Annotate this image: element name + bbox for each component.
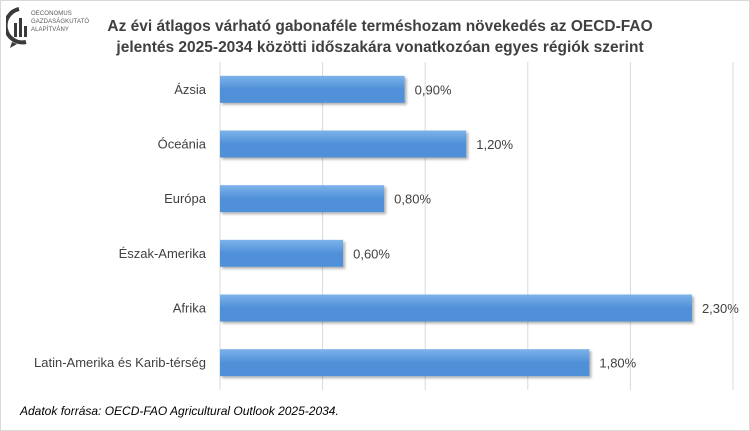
data-label: 2,30%	[702, 301, 739, 316]
oeconomus-logo-icon	[6, 7, 27, 48]
category-label: Afrika	[173, 301, 207, 316]
data-label: 1,20%	[476, 137, 513, 152]
bar	[220, 294, 692, 322]
chart-title-line: jelentés 2025-2034 közötti időszakára vo…	[116, 39, 644, 56]
bar	[220, 130, 467, 158]
category-label: Ázsia	[174, 82, 207, 97]
data-label: 0,80%	[394, 192, 431, 207]
chart-title: Az évi átlagos várható gabonaféle termés…	[95, 16, 665, 58]
bar	[220, 75, 405, 103]
logo-line: ALAPÍTVÁNY	[31, 27, 70, 33]
bar	[220, 349, 590, 377]
data-label: 1,80%	[599, 356, 636, 371]
logo-line: OECONOMUS	[31, 11, 72, 17]
organization-logo: OECONOMUS GAZDASÁGKUTATÓ ALAPÍTVÁNY	[6, 6, 96, 48]
data-label: 0,60%	[353, 246, 390, 261]
bar	[220, 239, 344, 267]
bar	[220, 185, 385, 213]
logo-line: GAZDASÁGKUTATÓ	[31, 19, 90, 25]
category-label: Európa	[164, 191, 207, 206]
data-label: 0,90%	[415, 82, 452, 97]
source-note: Adatok forrása: OECD-FAO Agricultural Ou…	[20, 404, 339, 418]
category-label: Óceánia	[158, 137, 207, 152]
category-label: Latin-Amerika és Karib-térség	[34, 355, 206, 370]
logo-text: OECONOMUS GAZDASÁGKUTATÓ ALAPÍTVÁNY	[31, 10, 89, 34]
chart-title-line: Az évi átlagos várható gabonaféle termés…	[107, 18, 653, 35]
category-label: Észak-Amerika	[119, 246, 207, 261]
